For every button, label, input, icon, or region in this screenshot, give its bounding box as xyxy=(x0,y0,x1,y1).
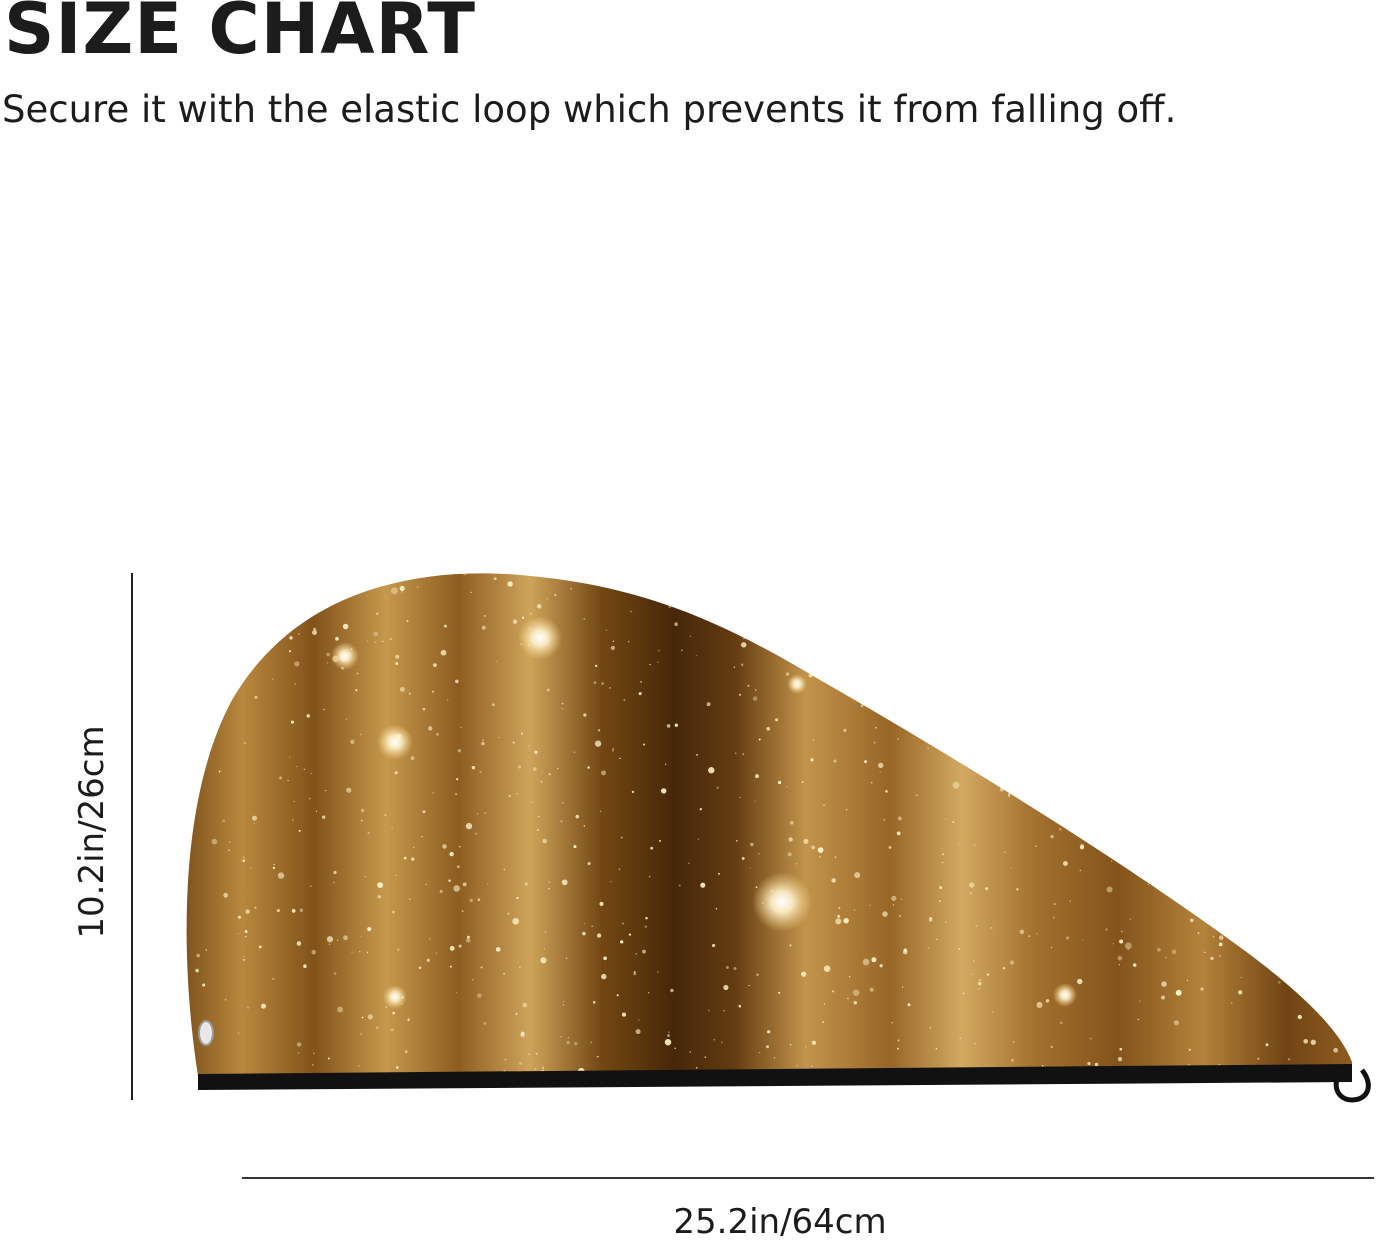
width-label: 25.2in/64cm xyxy=(673,1202,887,1242)
page-title: SIZE CHART xyxy=(4,0,477,70)
width-dimension-line xyxy=(242,1177,1374,1179)
page-subtitle: Secure it with the elastic loop which pr… xyxy=(2,88,1177,131)
height-dimension-line xyxy=(131,573,133,1100)
height-label: 10.2in/26cm xyxy=(72,725,112,939)
